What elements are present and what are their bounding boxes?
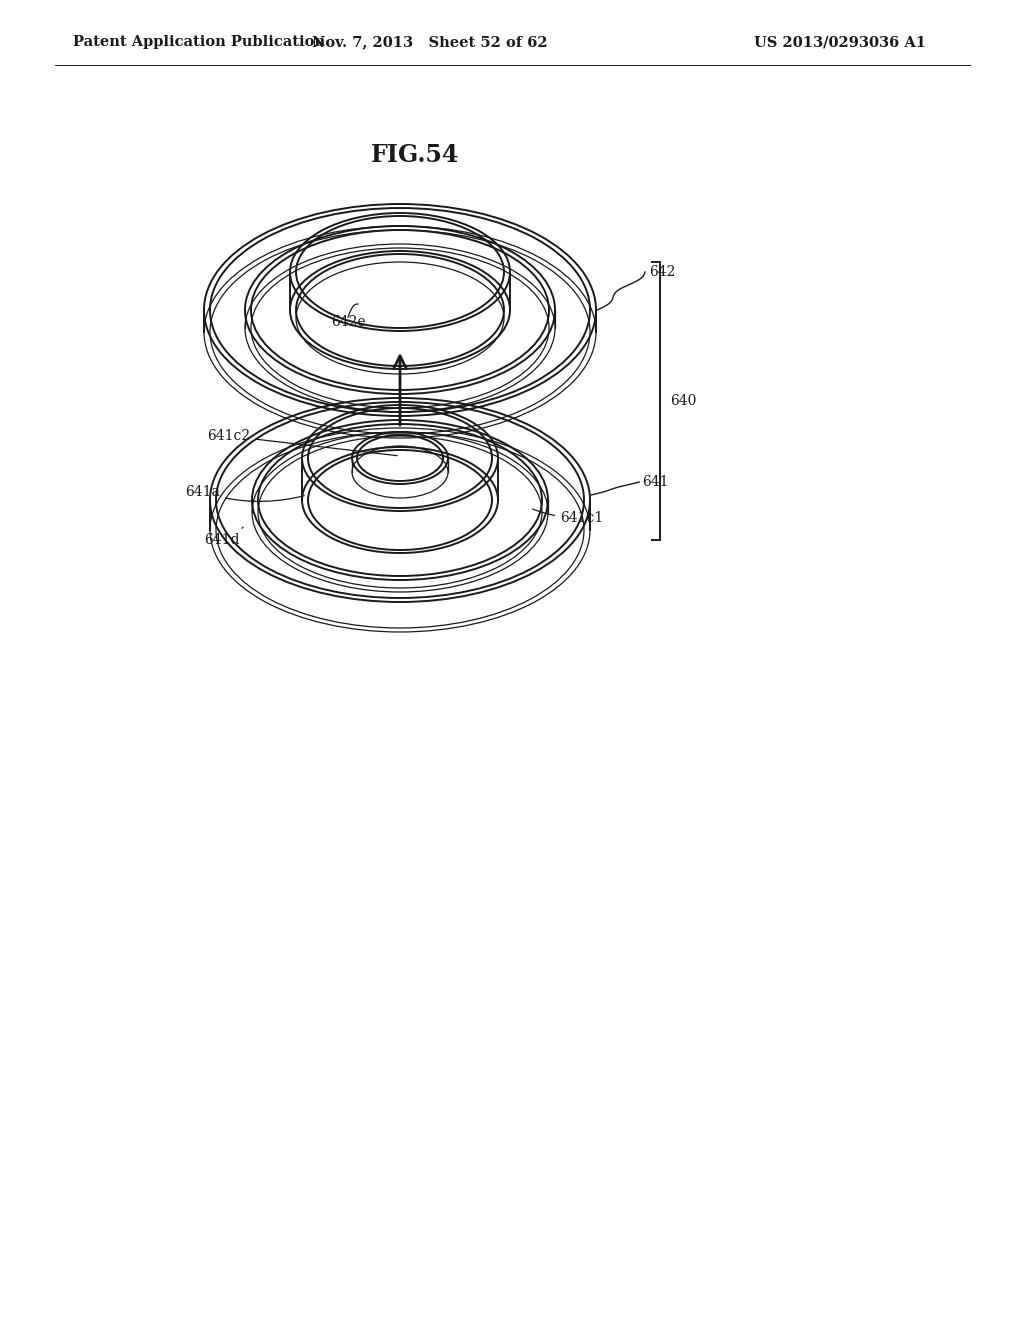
Text: 642: 642: [649, 265, 676, 279]
Text: 641a: 641a: [185, 484, 304, 502]
Text: 641c2: 641c2: [207, 429, 397, 455]
Text: 641: 641: [642, 475, 669, 488]
Text: US 2013/0293036 A1: US 2013/0293036 A1: [754, 36, 926, 49]
Text: Nov. 7, 2013   Sheet 52 of 62: Nov. 7, 2013 Sheet 52 of 62: [312, 36, 548, 49]
Text: 642e: 642e: [331, 315, 366, 329]
Text: 641c1: 641c1: [532, 510, 603, 525]
Text: FIG.54: FIG.54: [371, 143, 459, 168]
Text: Patent Application Publication: Patent Application Publication: [73, 36, 325, 49]
Text: 641d: 641d: [205, 527, 243, 546]
Text: 640: 640: [670, 393, 696, 408]
